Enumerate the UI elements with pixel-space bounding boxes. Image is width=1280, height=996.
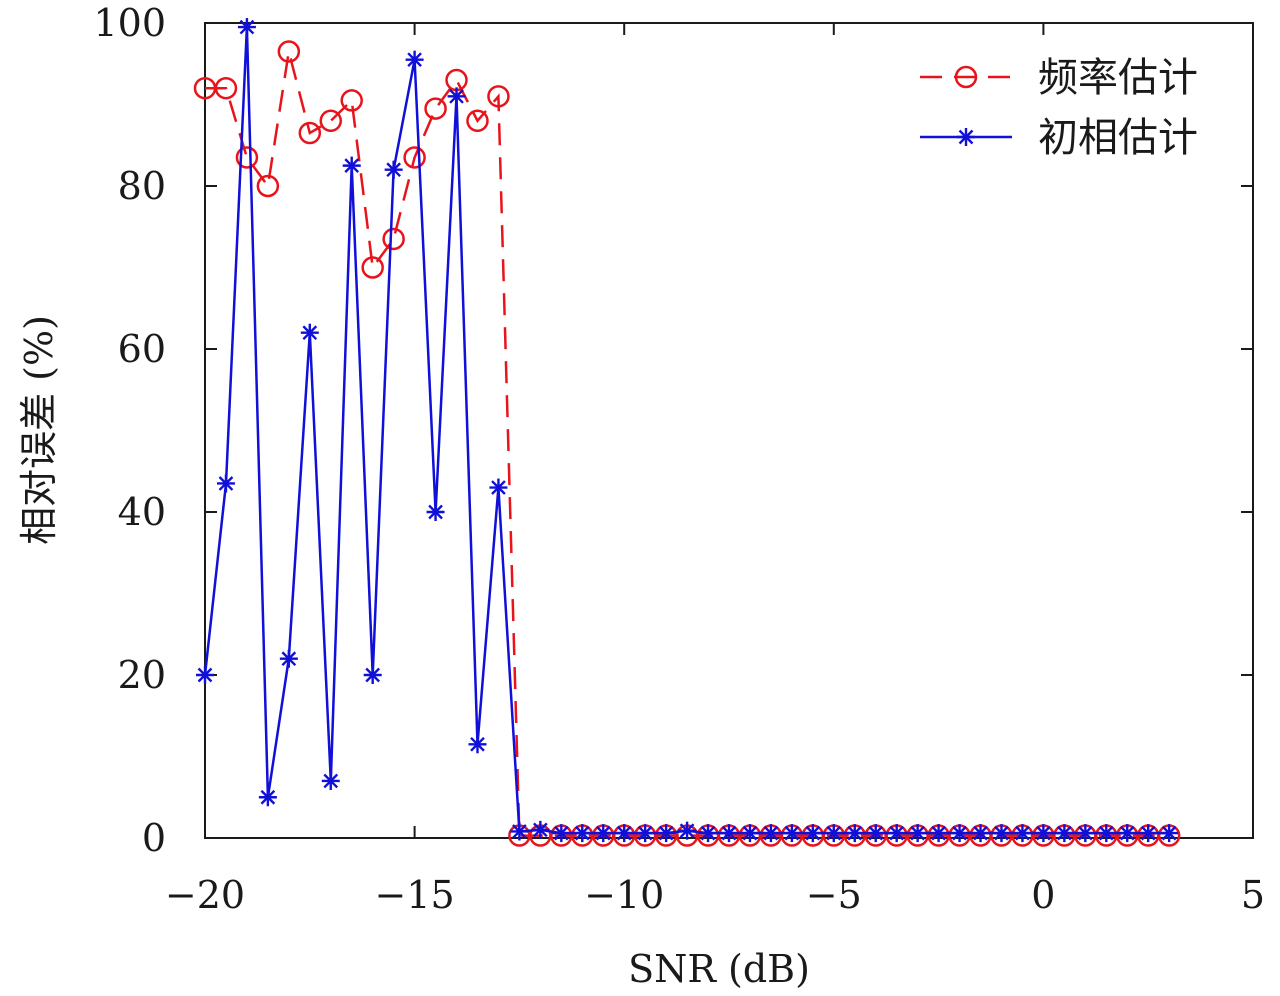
data-point (992, 824, 1011, 843)
data-point (196, 666, 214, 684)
data-point (340, 89, 363, 112)
series-2 (196, 18, 1179, 843)
data-point (426, 503, 445, 521)
series-layer (193, 18, 1181, 847)
legend-marker (957, 128, 975, 146)
data-point (1118, 824, 1137, 843)
data-point (552, 824, 571, 843)
data-point (573, 824, 592, 843)
data-point (216, 474, 235, 493)
data-point (636, 824, 655, 843)
legend-entry-1: 频率估计 (920, 55, 1198, 101)
x-tick-label: 5 (1241, 873, 1265, 917)
data-point (342, 156, 361, 175)
data-point (298, 121, 322, 145)
x-tick-label: 0 (1031, 873, 1055, 917)
data-point (531, 820, 550, 839)
data-point (824, 824, 843, 843)
data-point (845, 824, 864, 843)
data-point (657, 824, 676, 843)
data-point (1055, 824, 1074, 843)
data-point (405, 50, 424, 69)
data-point (1097, 824, 1116, 843)
data-point (256, 174, 280, 198)
data-point (384, 160, 403, 179)
data-point (424, 97, 447, 120)
data-point (235, 146, 259, 169)
data-point (720, 824, 738, 843)
data-point (908, 824, 927, 843)
data-point (678, 821, 697, 840)
data-point (740, 824, 759, 843)
data-point (489, 478, 508, 497)
data-point (300, 323, 319, 342)
data-point (258, 788, 277, 807)
y-tick-label: 20 (118, 653, 166, 697)
y-tick-label: 100 (93, 1, 166, 45)
data-point (321, 771, 340, 790)
y-axis-label: 相对误差 (%) (17, 315, 61, 545)
y-tick-label: 80 (118, 164, 166, 208)
data-point (803, 824, 822, 843)
data-point (277, 40, 301, 63)
data-point (279, 649, 298, 668)
data-point (1013, 824, 1032, 843)
x-tick-label: −20 (165, 873, 245, 917)
data-point (699, 824, 718, 843)
data-point (487, 85, 510, 108)
data-point (1034, 824, 1053, 843)
data-point (361, 256, 384, 279)
data-point (887, 824, 906, 843)
y-tick-label: 0 (142, 816, 166, 860)
data-point (237, 18, 256, 37)
data-point (1139, 824, 1158, 843)
x-axis-label: SNR (dB) (628, 947, 810, 991)
data-point (466, 109, 489, 133)
x-tick-label: −15 (374, 873, 454, 917)
data-point (468, 735, 487, 754)
legend-label: 频率估计 (1038, 55, 1198, 101)
data-point (1160, 824, 1179, 843)
plot-area (204, 22, 1254, 839)
series-line (205, 51, 1170, 837)
x-tick-label: −5 (806, 873, 862, 917)
legend-label: 初相估计 (1038, 115, 1198, 161)
axis-ticks: −20 −15 −10 −5 0 5 0 20 40 60 80 100 (93, 1, 1265, 917)
data-point (403, 146, 426, 169)
y-tick-label: 60 (118, 327, 166, 371)
data-point (929, 824, 948, 843)
data-point (615, 824, 634, 843)
data-point (950, 824, 969, 843)
x-tick-label: −10 (584, 873, 664, 917)
legend-marker (954, 65, 978, 89)
data-point (447, 87, 466, 106)
data-point (363, 666, 382, 684)
data-point (1076, 824, 1095, 843)
data-point (214, 76, 238, 100)
data-point (971, 824, 990, 843)
data-point (594, 824, 613, 843)
data-point (782, 824, 801, 843)
data-point (866, 824, 885, 843)
data-point (319, 109, 343, 133)
data-point (382, 227, 405, 251)
y-tick-label: 40 (118, 490, 166, 534)
data-point (510, 822, 529, 841)
data-point (761, 824, 780, 843)
legend-entry-2: 初相估计 (920, 115, 1198, 161)
